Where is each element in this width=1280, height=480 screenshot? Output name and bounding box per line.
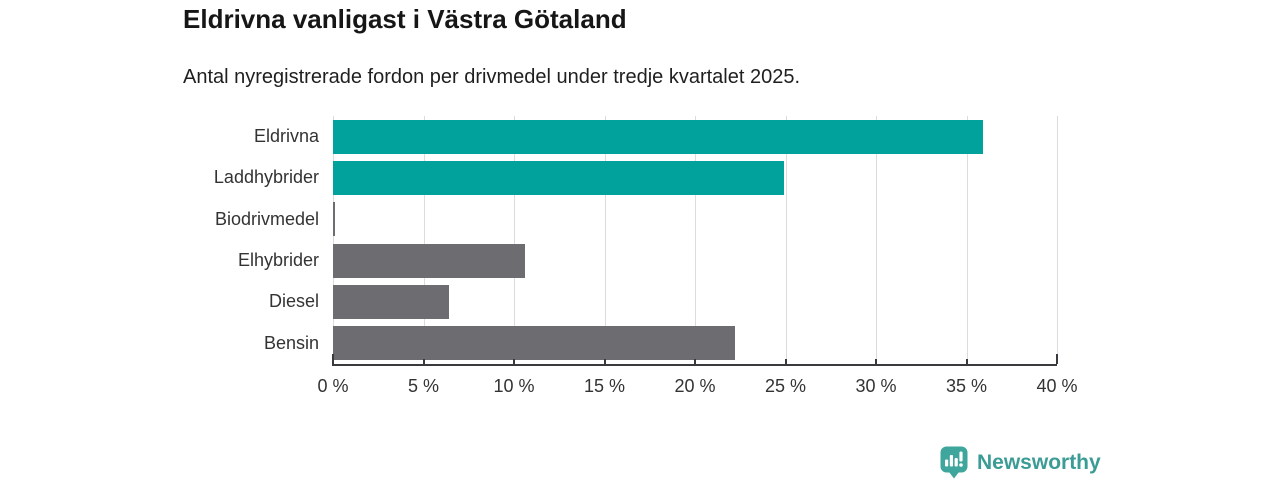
y-axis-labels: Eldrivna Laddhybrider Biodrivmedel Elhybrid… (0, 116, 319, 364)
category-label: Elhybrider (237, 250, 319, 271)
category-label: Eldrivna (253, 126, 319, 147)
bar-bensin (333, 326, 735, 361)
x-tick-label: 0 % (317, 376, 349, 396)
x-axis-tick (513, 359, 515, 364)
gridline (423, 116, 425, 364)
chart-title: Eldrivna vanligast i Västra Götaland (183, 4, 627, 34)
chart-subtitle: Antal nyregistrerade fordon per drivmede… (183, 66, 801, 88)
x-tick-label: 10 % (493, 376, 535, 396)
newsworthy-logo-icon (940, 446, 968, 479)
x-axis-tick (422, 359, 425, 364)
x-tick-label: 30 % (855, 376, 897, 396)
gridline (876, 116, 877, 364)
newsworthy-logo[interactable]: Newsworthy (940, 446, 1101, 479)
gridline (966, 116, 968, 364)
x-axis: 0 % 5 % 10 % 15 % 20 % 25 % 30 % 35 % 40 % (317, 354, 1078, 404)
x-tick-label: 35 % (945, 376, 988, 396)
bar-elhybrider (333, 243, 525, 278)
x-axis-tick (965, 359, 968, 364)
x-axis-tick (603, 359, 606, 364)
x-tick-label: 20 % (674, 376, 716, 396)
x-axis-tick (332, 354, 334, 364)
plot-area (333, 116, 1058, 364)
category-label: Biodrivmedel (214, 208, 319, 229)
gridline (604, 116, 606, 364)
bar-diesel (333, 285, 449, 319)
newsworthy-brand-name: Newsworthy (977, 450, 1101, 474)
gridline (695, 116, 696, 364)
bar-biodrivmedel (333, 202, 335, 237)
x-tick-label: 25 % (764, 376, 807, 396)
gridline (514, 116, 515, 364)
x-axis-line (332, 364, 1057, 366)
category-label: Diesel (268, 291, 319, 312)
gridline (1057, 116, 1058, 364)
x-axis-tick (784, 359, 787, 364)
x-tick-label: 15 % (583, 376, 626, 396)
bar-laddhybrider (333, 161, 784, 195)
gridline (333, 116, 334, 364)
x-axis-tick (1056, 354, 1058, 364)
x-tick-label: 40 % (1036, 376, 1078, 396)
x-axis-tick (875, 359, 877, 364)
bar-eldrivna (333, 119, 983, 154)
gridline (785, 116, 787, 364)
x-tick-label: 5 % (407, 376, 440, 396)
category-label: Laddhybrider (213, 167, 319, 188)
x-axis-tick (694, 359, 696, 364)
category-label: Bensin (263, 332, 319, 353)
